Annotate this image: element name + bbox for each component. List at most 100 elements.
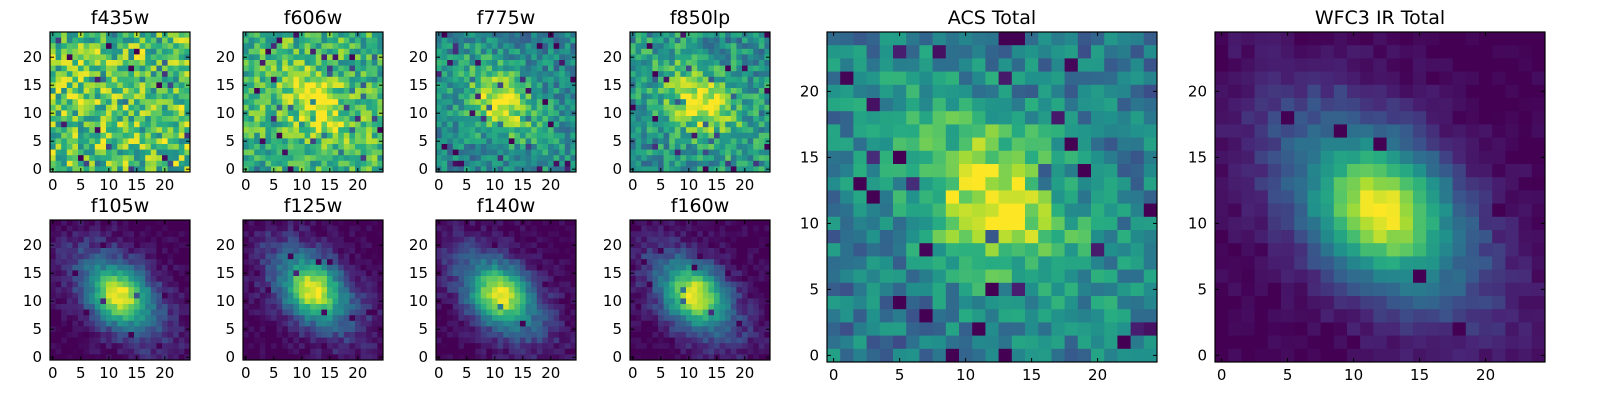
- heatmap-cell: [372, 116, 378, 122]
- heatmap-cell: [509, 144, 515, 150]
- heatmap-cell: [56, 343, 62, 349]
- heatmap-cell: [565, 338, 571, 344]
- heatmap-cell: [652, 116, 658, 122]
- heatmap-cell: [647, 220, 653, 226]
- heatmap-cell: [675, 237, 681, 243]
- heatmap-cell: [84, 226, 90, 232]
- heatmap-cell: [554, 265, 560, 271]
- heatmap-cell: [61, 226, 67, 232]
- heatmap-cell: [361, 127, 367, 133]
- heatmap-cell: [736, 54, 742, 60]
- heatmap-cell: [134, 226, 140, 232]
- heatmap-cell: [565, 49, 571, 55]
- heatmap-cell: [254, 88, 260, 94]
- heatmap-cell: [554, 150, 560, 156]
- heatmap-cell: [89, 231, 95, 237]
- heatmap-cell: [106, 66, 112, 72]
- heatmap-cell: [548, 116, 554, 122]
- heatmap-cell: [78, 276, 84, 282]
- heatmap-cell: [355, 242, 361, 248]
- heatmap-cell: [277, 105, 283, 111]
- heatmap-cell: [243, 332, 249, 338]
- heatmap-cell: [630, 122, 636, 128]
- heatmap-cell: [333, 304, 339, 310]
- heatmap-cell: [736, 105, 742, 111]
- heatmap-cell: [84, 49, 90, 55]
- heatmap-cell: [537, 321, 543, 327]
- heatmap-cell: [742, 287, 748, 293]
- heatmap-cell: [692, 231, 698, 237]
- heatmap-cell: [675, 259, 681, 265]
- heatmap-cell: [680, 259, 686, 265]
- heatmap-cell: [514, 94, 520, 100]
- heatmap-cell: [277, 254, 283, 260]
- heatmap-cell: [89, 304, 95, 310]
- heatmap-cell: [89, 276, 95, 282]
- heatmap-cell: [675, 122, 681, 128]
- heatmap-cell: [669, 276, 675, 282]
- x-tick-label: 15: [320, 364, 339, 382]
- heatmap-cell: [123, 43, 129, 49]
- heatmap-cell: [565, 321, 571, 327]
- heatmap-cell: [714, 298, 720, 304]
- heatmap-cell: [260, 226, 266, 232]
- heatmap-cell: [697, 265, 703, 271]
- heatmap-cell: [658, 110, 664, 116]
- heatmap-cell: [680, 220, 686, 226]
- heatmap-cell: [630, 231, 636, 237]
- heatmap-cell: [492, 54, 498, 60]
- heatmap-cell: [145, 77, 151, 83]
- heatmap-cell: [254, 60, 260, 66]
- heatmap-cell: [464, 343, 470, 349]
- heatmap-cell: [492, 71, 498, 77]
- heatmap-cell: [708, 248, 714, 254]
- heatmap-cell: [514, 220, 520, 226]
- heatmap-cell: [652, 304, 658, 310]
- heatmap-cell: [128, 270, 134, 276]
- heatmap-cell: [531, 248, 537, 254]
- heatmap-cell: [173, 32, 179, 38]
- heatmap-cell: [288, 82, 294, 88]
- heatmap-cell: [95, 60, 101, 66]
- heatmap-cell: [753, 226, 759, 232]
- heatmap-cell: [641, 259, 647, 265]
- heatmap-cell: [537, 38, 543, 44]
- heatmap-cell: [554, 60, 560, 66]
- x-tick-label: 0: [241, 176, 251, 194]
- heatmap-cell: [106, 276, 112, 282]
- heatmap-cell: [531, 276, 537, 282]
- heatmap-cell: [89, 110, 95, 116]
- heatmap-cell: [61, 122, 67, 128]
- heatmap-cell: [731, 293, 737, 299]
- heatmap-cell: [333, 287, 339, 293]
- heatmap-cell: [361, 71, 367, 77]
- heatmap-cell: [680, 161, 686, 167]
- heatmap-cell: [56, 248, 62, 254]
- heatmap-cell: [453, 226, 459, 232]
- heatmap-cell: [503, 259, 509, 265]
- heatmap-cell: [288, 259, 294, 265]
- heatmap-cell: [265, 38, 271, 44]
- heatmap-cell: [731, 122, 737, 128]
- heatmap-cell: [254, 43, 260, 49]
- heatmap-cell: [652, 287, 658, 293]
- x-tick-label: 0: [434, 176, 444, 194]
- heatmap-cell: [464, 332, 470, 338]
- heatmap-cell: [56, 226, 62, 232]
- heatmap-cell: [372, 326, 378, 332]
- heatmap-cell: [61, 49, 67, 55]
- heatmap-cell: [344, 254, 350, 260]
- heatmap-cell: [305, 248, 311, 254]
- heatmap-cell: [338, 77, 344, 83]
- heatmap-cell: [140, 150, 146, 156]
- heatmap-cell: [299, 343, 305, 349]
- heatmap-cell: [630, 60, 636, 66]
- heatmap-cell: [442, 349, 448, 355]
- heatmap-cell: [464, 66, 470, 72]
- heatmap-cell: [531, 220, 537, 226]
- heatmap-cell: [134, 338, 140, 344]
- heatmap-cell: [67, 122, 73, 128]
- heatmap-cell: [664, 138, 670, 144]
- heatmap-cell: [725, 270, 731, 276]
